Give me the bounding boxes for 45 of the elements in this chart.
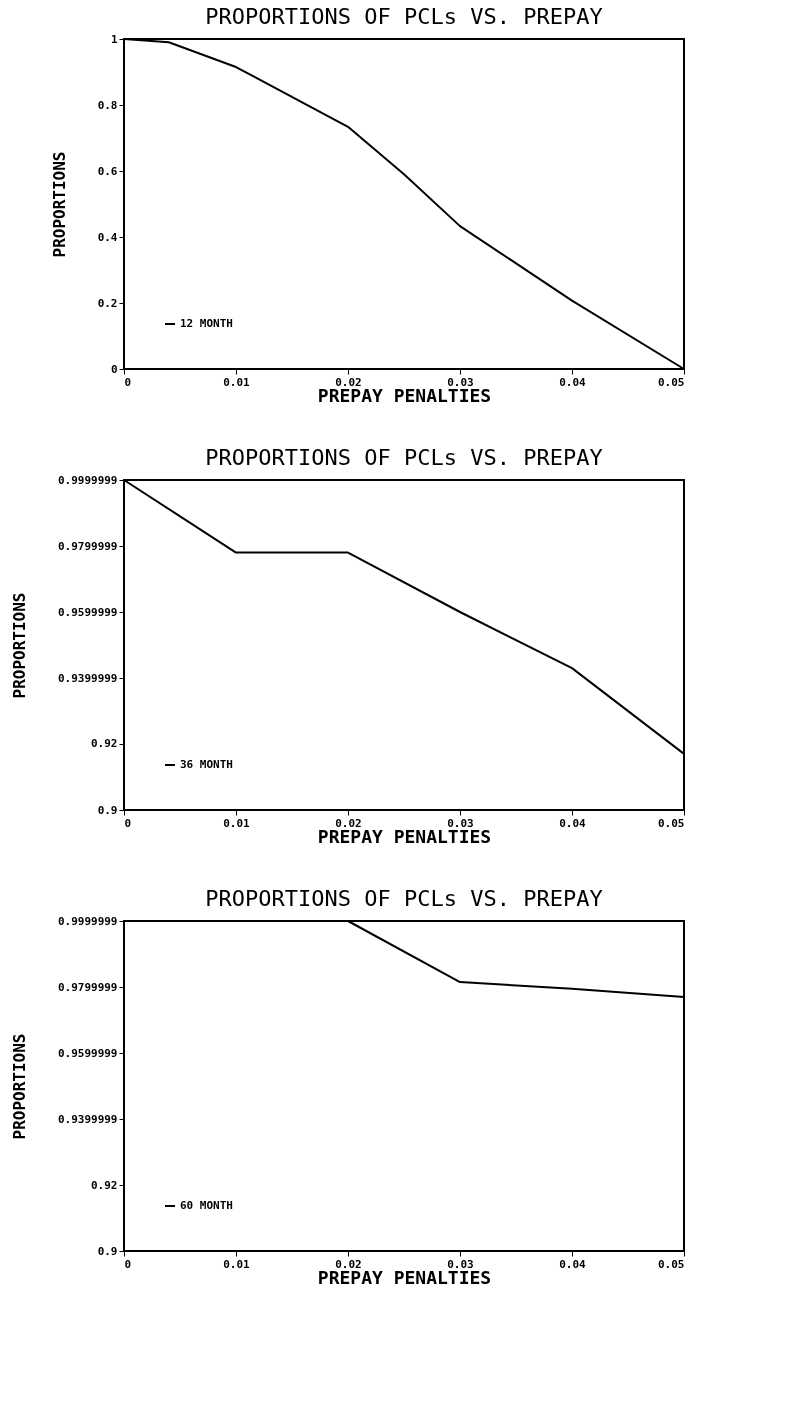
x-tick-label: 0	[124, 1257, 132, 1271]
y-tick-label: 0.9599999	[57, 1046, 118, 1060]
x-tick-label: 0.05	[658, 1257, 685, 1271]
chart-title: PROPORTIONS OF PCLs VS. PREPAY	[205, 886, 603, 911]
legend-label: 60 MONTH	[180, 1199, 233, 1212]
x-tick-label: 0.02	[335, 375, 362, 389]
y-tick-label: 0.9799999	[57, 539, 118, 553]
x-tick-label: 0.03	[447, 816, 474, 830]
x-tick-label: 0.04	[559, 375, 587, 389]
y-tick-label: 0.9599999	[57, 605, 118, 619]
x-tick-label: 0.05	[658, 375, 685, 389]
y-axis-title: PROPORTIONS	[9, 1033, 29, 1140]
y-tick-label: 0	[110, 362, 118, 376]
x-tick-label: 0.01	[223, 1257, 251, 1271]
x-tick-label: 0.04	[559, 816, 587, 830]
x-tick-label: 0.04	[559, 1257, 587, 1271]
y-tick-label: 0.9399999	[57, 1112, 118, 1126]
y-tick-label: 0.9999999	[57, 914, 118, 928]
y-tick-label: 0.9399999	[57, 671, 118, 685]
x-tick-label: 0	[124, 816, 132, 830]
x-tick-label: 0.03	[447, 375, 474, 389]
legend-label: 36 MONTH	[180, 758, 233, 771]
y-tick-label: 0.9	[97, 1244, 118, 1258]
y-tick-label: 0.2	[97, 296, 118, 310]
y-axis-title: PROPORTIONS	[9, 592, 29, 699]
x-tick-label: 0.02	[335, 816, 362, 830]
x-tick-label: 0	[124, 375, 132, 389]
y-tick-label: 0.8	[97, 98, 118, 112]
y-tick-label: 0.9799999	[57, 980, 118, 994]
y-tick-label: 0.92	[91, 737, 118, 751]
x-tick-label: 0.01	[223, 816, 251, 830]
chart-title: PROPORTIONS OF PCLs VS. PREPAY	[205, 4, 603, 29]
y-tick-label: 0.92	[91, 1178, 118, 1192]
x-tick-label: 0.03	[447, 1257, 474, 1271]
y-tick-label: 0.6	[97, 164, 118, 178]
y-tick-label: 0.9	[97, 803, 118, 817]
legend-label: 12 MONTH	[180, 317, 233, 330]
y-tick-label: 1	[110, 32, 118, 46]
x-tick-label: 0.01	[223, 375, 251, 389]
y-axis-title: PROPORTIONS	[49, 151, 69, 258]
y-tick-label: 0.9999999	[57, 473, 118, 487]
x-tick-label: 0.02	[335, 1257, 362, 1271]
x-tick-label: 0.05	[658, 816, 685, 830]
chart-title: PROPORTIONS OF PCLs VS. PREPAY	[205, 445, 603, 470]
y-tick-label: 0.4	[97, 230, 118, 244]
